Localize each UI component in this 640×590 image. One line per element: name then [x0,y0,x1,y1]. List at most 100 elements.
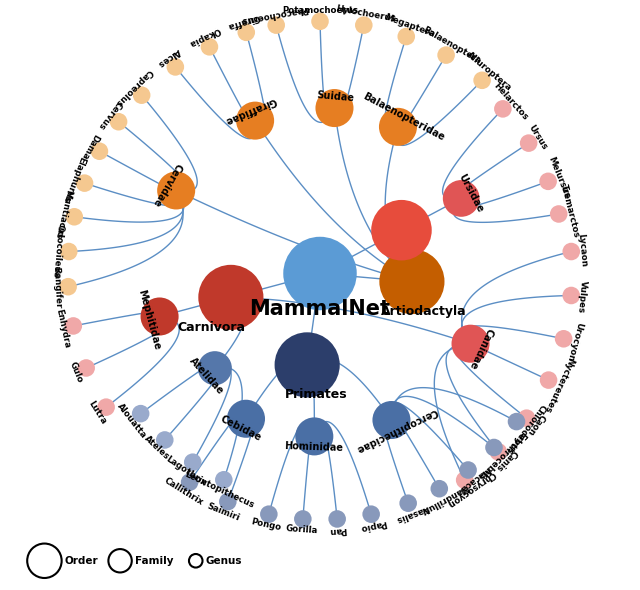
Text: Order: Order [65,556,99,566]
Point [441,50,451,60]
Text: Papio: Papio [359,518,388,532]
Text: Cervidae: Cervidae [150,161,183,208]
Text: Giraffa: Giraffa [226,12,260,31]
Text: Atelidae: Atelidae [188,355,226,396]
Circle shape [28,543,61,578]
Text: Vulpes: Vulpes [577,280,588,313]
Text: Capreolus: Capreolus [113,67,154,108]
Text: Alluroptera: Alluroptera [465,51,513,93]
Text: Muntiacus: Muntiacus [54,189,74,240]
Point [159,435,170,445]
Point [170,62,180,71]
Text: Pongo: Pongo [251,517,282,533]
Text: Suidae: Suidae [316,90,355,104]
Text: Genus: Genus [205,556,242,566]
Text: MammalNet: MammalNet [250,299,390,319]
Text: Ateles: Ateles [143,434,172,462]
Point [332,514,342,524]
Point [393,122,403,132]
Point [69,212,79,221]
Text: Okapia: Okapia [188,25,222,48]
Point [136,409,146,418]
Point [566,291,577,300]
Point [63,247,74,256]
Point [493,447,504,457]
Point [219,475,229,484]
Point [522,414,532,423]
Text: Nyctereutes: Nyctereutes [542,356,575,414]
Text: Dama: Dama [79,132,100,160]
Point [358,21,369,30]
Point [250,116,260,125]
Text: Nasalis: Nasalis [394,503,430,524]
Point [366,509,376,519]
Point [315,269,325,278]
Text: Cebidae: Cebidae [219,414,263,443]
Text: Gulo: Gulo [68,360,84,384]
Point [226,293,236,302]
Point [543,176,553,186]
Text: Alouatta: Alouatta [116,401,148,440]
Text: Hylochoerus: Hylochoerus [335,5,396,24]
Point [154,312,164,321]
Point [223,497,233,506]
Text: Hominidae: Hominidae [284,441,344,454]
Text: Tremarctos: Tremarctos [559,183,580,239]
Text: Artiodactyla: Artiodactyla [381,305,467,318]
Text: Saimiri: Saimiri [206,502,241,523]
Text: Helarctos: Helarctos [492,81,530,122]
Text: Balaenoptera: Balaenoptera [421,25,483,65]
Text: Megaptera: Megaptera [384,13,436,40]
Point [511,417,522,427]
Point [302,360,312,369]
Point [241,414,251,424]
Point [460,476,470,485]
Text: Alces: Alces [156,47,182,69]
Point [401,32,412,41]
Text: Macaca: Macaca [458,464,492,493]
Text: Balaenopteridae: Balaenopteridae [361,91,445,143]
Text: Carnivora: Carnivora [177,321,245,334]
Text: Ursidae: Ursidae [457,172,485,214]
Point [330,103,340,113]
Text: Chrysocyon: Chrysocyon [445,469,497,509]
Point [81,363,92,373]
Text: Callithrix: Callithrix [163,476,205,507]
Text: Caon: Caon [525,412,547,437]
Point [407,277,417,286]
Text: Canis: Canis [493,447,518,472]
Point [524,139,534,148]
Point [79,178,90,188]
Text: Phacochoerus: Phacochoerus [240,4,308,25]
Text: Erythrocebus: Erythrocebus [476,429,528,481]
Point [315,17,325,26]
Point [188,457,198,467]
Point [465,339,476,349]
Text: Odocoileus: Odocoileus [51,224,65,278]
Point [309,432,319,441]
Point [113,117,124,126]
Text: Mandrillus: Mandrillus [420,482,469,514]
Text: Chlorocebus: Chlorocebus [504,401,547,455]
Point [403,499,413,508]
Point [456,194,467,203]
Text: Mephitidae: Mephitidae [136,288,162,350]
Text: Urocyon: Urocyon [564,321,584,362]
Point [477,76,487,85]
Point [489,442,499,452]
Text: Pan: Pan [329,525,347,535]
Point [387,415,397,425]
Point [271,21,282,30]
Point [396,225,406,235]
Text: Leontopithecus: Leontopithecus [183,470,255,510]
Text: Enhydra: Enhydra [54,308,71,349]
Point [566,247,577,256]
Point [101,402,111,412]
Point [171,186,181,195]
Point [559,334,569,343]
Text: Cervus: Cervus [96,99,124,131]
Point [241,28,252,37]
Text: Elaphurus: Elaphurus [61,155,87,204]
Point [210,363,220,373]
Text: Cercopithecidae: Cercopithecidae [354,406,438,454]
